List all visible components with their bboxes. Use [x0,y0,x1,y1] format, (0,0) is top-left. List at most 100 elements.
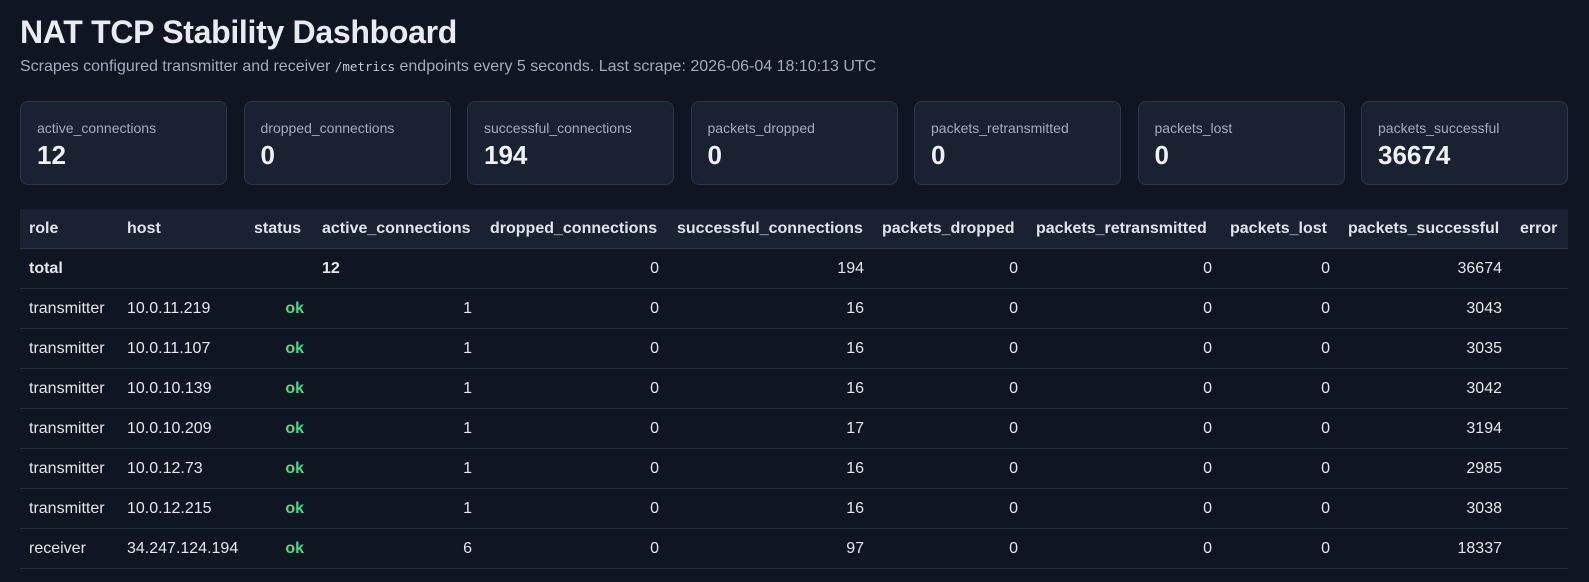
column-header: packets_successful [1339,209,1511,249]
table-cell: total [20,248,118,289]
metric-card: packets_lost 0 [1137,101,1345,185]
table-cell: ok [245,368,313,409]
table-cell: 0 [873,448,1027,489]
table-row: total 12 0 194 0 0 0 36674 [20,248,1568,289]
metric-card: packets_successful 36674 [1361,101,1568,185]
table-cell: 0 [1221,368,1339,409]
table-cell: 0 [1221,248,1339,289]
table-cell: 0 [1221,288,1339,329]
metric-card: dropped_connections 0 [243,101,451,185]
table-cell: 0 [481,528,668,569]
table-cell: 16 [668,488,873,529]
table-cell: 0 [481,448,668,489]
table-cell: 3043 [1339,288,1511,329]
table-row: transmitter 10.0.12.215 ok 1 0 16 0 0 0 3038 [20,488,1568,529]
metric-label: packets_retransmitted [931,120,1069,136]
table-cell: transmitter [20,488,118,529]
table-cell: 0 [481,328,668,369]
table-cell: transmitter [20,408,118,449]
table-cell [1511,528,1568,569]
subtitle-text: Scrapes configured transmitter and recei… [20,58,331,75]
table-cell: 0 [1027,528,1221,569]
table-cell: 3042 [1339,368,1511,409]
table-cell: 16 [668,448,873,489]
table-cell: 0 [1221,488,1339,529]
table-cell: 0 [481,408,668,449]
table-cell: 17 [668,408,873,449]
table-cell: transmitter [20,288,118,329]
metric-value: 194 [484,140,528,170]
table-cell: 36674 [1339,248,1511,289]
column-header: packets_retransmitted [1027,209,1221,249]
metric-label: dropped_connections [260,120,395,136]
table-cell [118,248,245,289]
table-cell: 0 [481,488,668,529]
subtitle-code: /metrics [334,59,396,74]
header-row: role host status active_connections dropped_… [20,209,1568,249]
table-cell: 1 [313,288,481,329]
column-header: packets_dropped [873,209,1027,249]
metric-value: 36674 [1378,140,1451,170]
table-body: total 12 0 194 0 0 0 36674 transmitter 10.0.11.21… [20,248,1568,569]
metric-label: packets_dropped [707,120,815,136]
table-cell: ok [245,488,313,529]
table-row: transmitter 10.0.11.107 ok 1 0 16 0 0 0 3035 [20,328,1568,369]
metric-cards: active_connections 12 dropped_connections 0… [20,101,1568,185]
table-row: transmitter 10.0.10.139 ok 1 0 16 0 0 0 3042 [20,368,1568,409]
table-cell [245,248,313,289]
table-cell: 0 [1221,448,1339,489]
page-title: NAT TCP Stability Dashboard [20,14,457,50]
table-cell: transmitter [20,328,118,369]
metric-card: packets_dropped 0 [690,101,898,185]
table-cell: transmitter [20,368,118,409]
table-cell: 18337 [1339,528,1511,569]
table-cell: 0 [1027,288,1221,329]
table-cell: 10.0.12.73 [118,448,245,489]
table-cell: ok [245,408,313,449]
table-cell: 10.0.10.209 [118,408,245,449]
table-cell [1511,488,1568,529]
metric-label: packets_lost [1154,120,1233,136]
table-cell: receiver [20,528,118,569]
table-cell [1511,248,1568,289]
table-cell: 0 [873,248,1027,289]
table-cell: 0 [1221,528,1339,569]
table-cell: 16 [668,368,873,409]
table-cell: 3194 [1339,408,1511,449]
table-cell [1511,288,1568,329]
table-cell: 0 [1027,248,1221,289]
table-cell: 10.0.11.107 [118,328,245,369]
table-row: receiver 34.247.124.194 ok 6 0 97 0 0 0 18337 [20,528,1568,569]
column-header: packets_lost [1221,209,1339,249]
table-cell: 3038 [1339,488,1511,529]
table-cell: ok [245,528,313,569]
column-header: active_connections [313,209,481,249]
table-cell: 0 [1221,408,1339,449]
table-cell: 0 [481,248,668,289]
metric-value: 0 [707,140,722,170]
table-cell: 0 [1027,328,1221,369]
table-row: transmitter 10.0.11.219 ok 1 0 16 0 0 0 3043 [20,288,1568,329]
table-cell [1511,408,1568,449]
table-cell: 0 [873,488,1027,529]
table-cell [1511,368,1568,409]
table-cell: 0 [1221,328,1339,369]
table-cell: 0 [873,528,1027,569]
column-header: role [20,209,118,249]
table-cell: 0 [873,408,1027,449]
table-cell: ok [245,328,313,369]
table-cell: 2985 [1339,448,1511,489]
metric-label: successful_connections [484,120,632,136]
table-cell: 10.0.12.215 [118,488,245,529]
table-cell: 12 [313,248,481,289]
metric-value: 0 [260,140,275,170]
table-cell: 0 [1027,368,1221,409]
table-cell: 0 [873,288,1027,329]
table-head: role host status active_connections dropped_… [20,209,1568,249]
table-cell [1511,448,1568,489]
table-cell: 0 [873,328,1027,369]
subtitle: Scrapes configured transmitter and recei… [20,58,876,76]
table-cell: 0 [1027,448,1221,489]
